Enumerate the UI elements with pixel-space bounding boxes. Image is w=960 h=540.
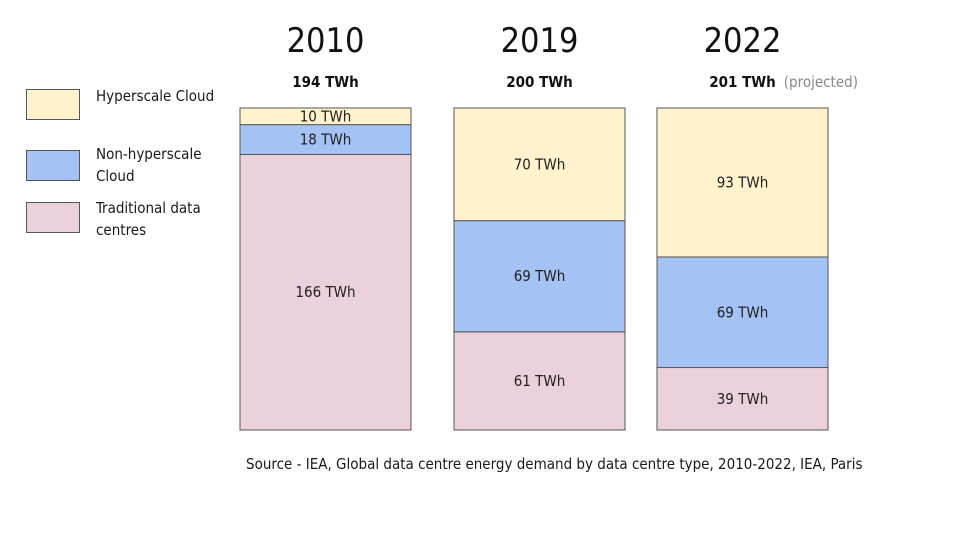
year-label-2022: 2022: [704, 21, 782, 61]
segment-label-2019-0: 61 TWh: [514, 372, 566, 390]
bar-segment-2010-1: [239, 124, 412, 155]
bar-segment-2010-2: [239, 107, 412, 126]
legend-label-0: Hyperscale Cloud: [96, 87, 215, 105]
year-label-2019: 2019: [501, 21, 579, 61]
legend-swatch-1: [26, 150, 80, 181]
legend-swatch-2: [26, 202, 80, 233]
segment-label-2019-2: 70 TWh: [514, 155, 566, 173]
segment-label-2022-1: 69 TWh: [717, 303, 769, 321]
bar-segment-2022-2: [656, 107, 829, 258]
legend-label-2: Traditional data centres: [96, 199, 201, 239]
total-label-2010: 194 TWh: [292, 73, 359, 91]
segment-label-2019-1: 69 TWh: [514, 267, 566, 285]
bar-segment-2022-0: [656, 367, 829, 431]
segment-label-2010-1: 18 TWh: [300, 131, 352, 149]
legend-swatch-0: [26, 89, 80, 120]
total-note-2022: (projected): [784, 73, 858, 91]
year-label-2010: 2010: [287, 21, 365, 61]
segment-label-2010-0: 166 TWh: [295, 283, 355, 301]
legend-label-1: Non-hyperscale Cloud: [96, 145, 202, 185]
bar-segment-2019-1: [453, 220, 626, 333]
bar-segment-2019-2: [453, 107, 626, 222]
source-note: Source - IEA, Global data centre energy …: [246, 455, 863, 473]
total-label-2022: 201 TWh: [709, 73, 776, 91]
total-label-2019: 200 TWh: [506, 73, 573, 91]
segment-label-2022-0: 39 TWh: [717, 390, 769, 408]
bar-segment-2010-0: [239, 153, 412, 431]
segment-label-2010-2: 10 TWh: [300, 107, 352, 125]
bar-segment-2019-0: [453, 331, 626, 431]
segment-label-2022-2: 93 TWh: [717, 173, 769, 191]
